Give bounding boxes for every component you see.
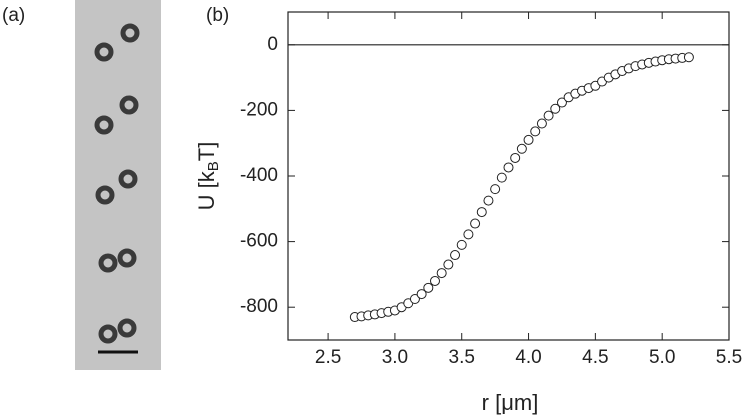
data-point (550, 103, 561, 114)
data-point (683, 52, 694, 63)
y-tick-label: -200 (240, 99, 278, 120)
data-point (476, 207, 487, 218)
data-point (536, 118, 547, 129)
data-point (523, 134, 534, 145)
data-point (409, 294, 420, 304)
data-point (543, 110, 554, 121)
y-label-main: U [k (194, 170, 219, 210)
data-point (450, 250, 461, 261)
data-point (490, 184, 501, 195)
data-point (470, 218, 481, 229)
x-tick-label: 4.0 (515, 347, 541, 368)
y-tick-label: -800 (240, 296, 278, 317)
y-label-end: T] (194, 142, 219, 162)
panel-label: (b) (206, 5, 229, 26)
data-point (496, 172, 507, 183)
x-tick-label: 3.5 (449, 347, 475, 368)
data-point (503, 162, 514, 173)
micrograph (75, 0, 161, 370)
data-point (423, 282, 434, 293)
x-tick-label: 5.5 (716, 347, 742, 368)
data-point (483, 195, 494, 206)
x-tick-label: 5.0 (649, 347, 675, 368)
y-tick-label: -600 (240, 231, 278, 252)
y-axis-label: U [kBT] (194, 142, 222, 211)
y-tick-label: -400 (240, 165, 278, 186)
panel-label: (a) (2, 5, 25, 26)
x-tick-label: 2.5 (315, 347, 341, 368)
image-panel: (a) (2, 0, 161, 370)
y-label-sub: B (205, 161, 222, 171)
x-axis-label: r [μm] (482, 390, 539, 415)
data-point (436, 268, 447, 279)
data-point (416, 289, 427, 300)
particles (94, 23, 140, 344)
plot: 2.5 3.0 3.5 4.0 4.5 5.0 5.5 -800 -600 -400 -200 0 (240, 11, 742, 368)
data-point (456, 239, 467, 250)
data-point (443, 259, 454, 270)
data-point (463, 229, 474, 240)
data-point (516, 143, 527, 154)
data-point (530, 126, 541, 137)
x-tick-label: 3.0 (382, 347, 408, 368)
x-tick-label: 4.5 (582, 347, 608, 368)
data-point (430, 275, 440, 286)
y-tick-label: 0 (267, 34, 278, 55)
data-point (556, 97, 567, 108)
data-point (510, 152, 521, 163)
